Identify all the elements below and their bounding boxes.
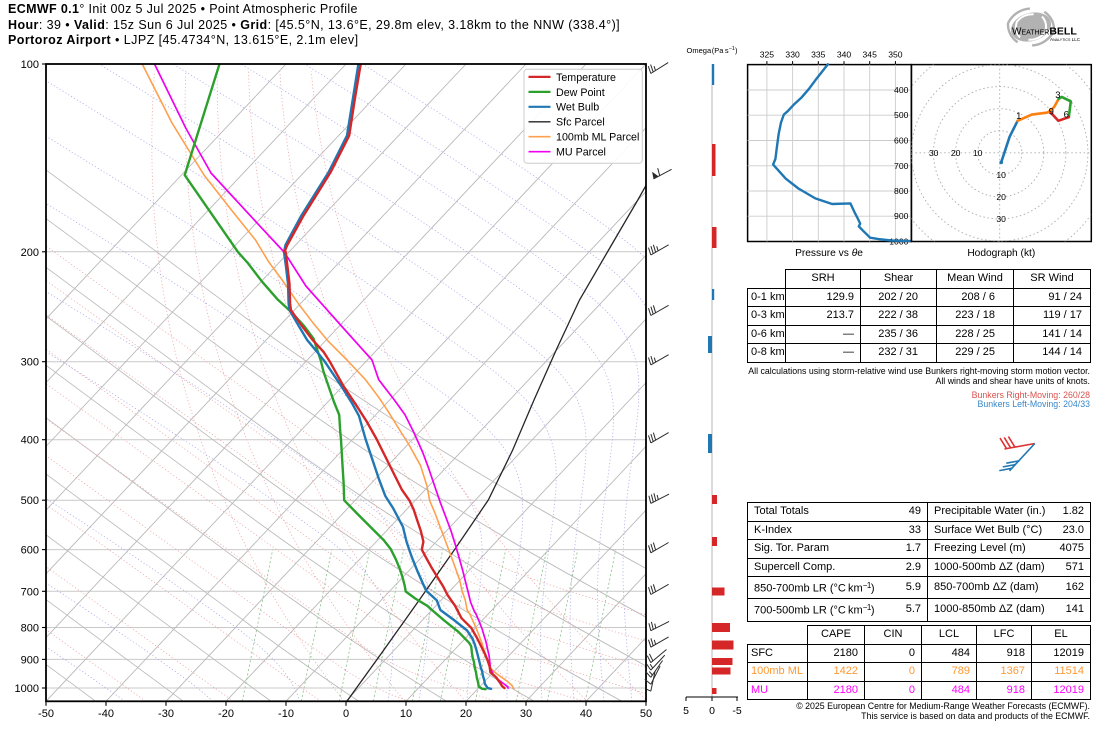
svg-text:0: 0 (709, 705, 715, 717)
svg-text:6: 6 (1064, 109, 1069, 120)
svg-text:325: 325 (760, 50, 775, 60)
svg-text:500: 500 (894, 110, 909, 120)
svg-text:3: 3 (1055, 90, 1060, 101)
svg-text:100mb ML Parcel: 100mb ML Parcel (556, 132, 639, 144)
svg-text:Hodograph (kt): Hodograph (kt) (967, 248, 1035, 259)
svg-text:-50: -50 (38, 708, 54, 720)
svg-text:200: 200 (21, 247, 39, 259)
svg-text:10: 10 (996, 170, 1006, 180)
svg-text:900: 900 (894, 211, 909, 221)
svg-text:700: 700 (21, 586, 39, 598)
svg-text:-20: -20 (218, 708, 234, 720)
svg-text:600: 600 (894, 136, 909, 146)
svg-text:ANALYTICS LLC: ANALYTICS LLC (1050, 37, 1081, 42)
svg-text:9: 9 (1049, 106, 1054, 117)
svg-text:10: 10 (973, 148, 983, 158)
svg-text:Temperature: Temperature (556, 72, 616, 84)
svg-text:10: 10 (400, 708, 412, 720)
svg-text:Pressure vs θe: Pressure vs θe (795, 248, 863, 259)
svg-text:500: 500 (21, 495, 39, 507)
svg-text:20: 20 (951, 148, 961, 158)
svg-text:40: 40 (580, 708, 592, 720)
svg-text:1: 1 (1016, 111, 1021, 122)
svg-text:-40: -40 (98, 708, 114, 720)
svg-text:Dew Point: Dew Point (556, 87, 605, 99)
svg-text:30: 30 (520, 708, 532, 720)
svg-text:800: 800 (894, 186, 909, 196)
svg-text:30: 30 (929, 148, 939, 158)
svg-text:Wet Bulb: Wet Bulb (556, 102, 599, 114)
svg-text:50: 50 (640, 708, 652, 720)
svg-text:900: 900 (21, 654, 39, 666)
svg-text:-5: -5 (732, 705, 741, 717)
svg-text:340: 340 (837, 50, 852, 60)
svg-text:20: 20 (996, 192, 1006, 202)
svg-text:300: 300 (21, 357, 39, 369)
svg-text:1000: 1000 (15, 683, 39, 695)
svg-text:100: 100 (21, 59, 39, 71)
svg-text:-30: -30 (158, 708, 174, 720)
svg-text:330: 330 (785, 50, 800, 60)
svg-text:345: 345 (863, 50, 878, 60)
svg-text:335: 335 (811, 50, 826, 60)
svg-text:350: 350 (888, 50, 903, 60)
svg-text:400: 400 (21, 435, 39, 447)
svg-text:700: 700 (894, 161, 909, 171)
svg-text:MU Parcel: MU Parcel (556, 147, 606, 159)
svg-text:800: 800 (21, 623, 39, 635)
svg-text:0: 0 (343, 708, 349, 720)
svg-text:Omega (Pa s−1): Omega (Pa s−1) (687, 46, 738, 55)
svg-text:400: 400 (894, 85, 909, 95)
svg-text:20: 20 (460, 708, 472, 720)
svg-text:Sfc Parcel: Sfc Parcel (556, 117, 605, 129)
svg-text:600: 600 (21, 545, 39, 557)
svg-text:-10: -10 (278, 708, 294, 720)
svg-text:5: 5 (683, 705, 689, 717)
svg-text:30: 30 (996, 214, 1006, 224)
